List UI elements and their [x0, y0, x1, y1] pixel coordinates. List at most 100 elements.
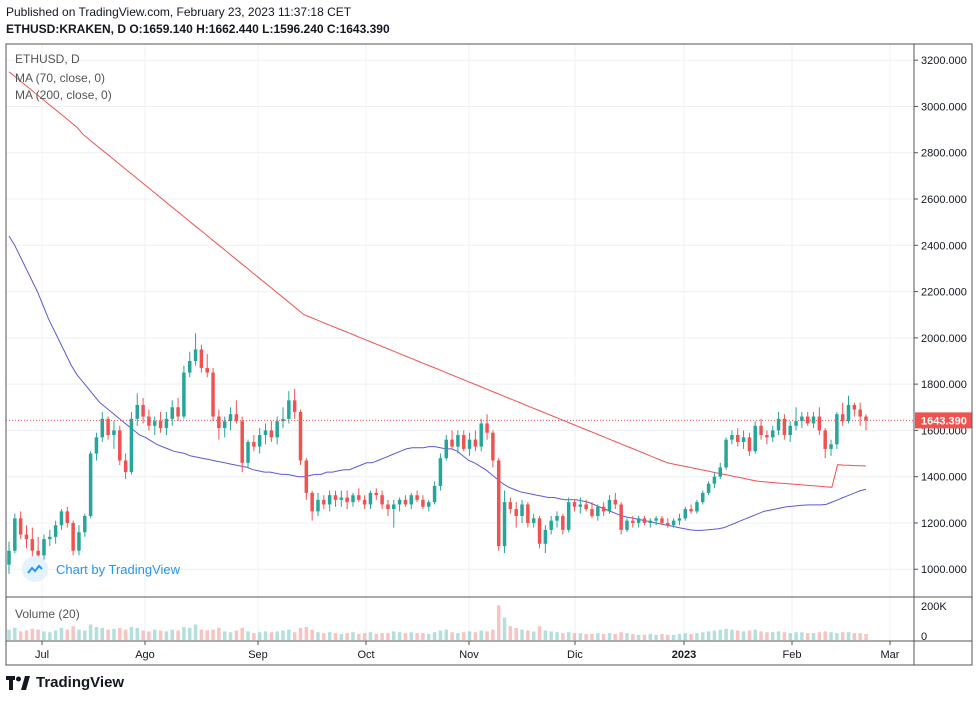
candle-body — [141, 404, 145, 417]
volume-bar — [386, 633, 390, 640]
volume-bar — [351, 632, 355, 640]
candle-body — [170, 407, 174, 419]
candle-body — [252, 441, 256, 447]
candle-body — [625, 520, 629, 530]
volume-bar — [683, 633, 688, 640]
volume-bar — [817, 632, 822, 640]
volume-bar — [246, 631, 250, 640]
candle-body — [846, 404, 851, 422]
legend-ma70[interactable]: MA (70, close, 0) — [15, 71, 106, 85]
candle-body — [53, 525, 58, 537]
volume-bar — [537, 626, 542, 640]
volume-bar — [42, 631, 46, 640]
volume-bar — [48, 632, 52, 640]
candle-body — [782, 418, 787, 436]
candle-body — [42, 539, 46, 556]
price-tick-label: 2600.000 — [921, 194, 967, 206]
volume-bar — [100, 627, 105, 640]
candle-body — [642, 518, 647, 523]
candle-body — [613, 499, 618, 505]
volume-bar — [794, 632, 798, 640]
volume-bars — [7, 605, 868, 640]
volume-bar — [415, 633, 419, 640]
candle-body — [561, 516, 565, 530]
candle-body — [619, 504, 623, 530]
legend-symbol: ETHUSD, D — [15, 52, 80, 66]
close-value: 1643.390 — [339, 22, 390, 36]
candle-body — [281, 418, 285, 422]
candle-body — [152, 421, 157, 426]
candle-body — [444, 439, 448, 459]
high-label: H: — [196, 22, 209, 36]
candle-body — [695, 502, 699, 512]
legend-volume[interactable]: Volume (20) — [15, 607, 80, 621]
volume-bar — [193, 624, 198, 640]
open-label: O: — [129, 22, 143, 36]
candle-body — [263, 430, 268, 436]
footer-brand[interactable]: TradingView — [6, 674, 124, 691]
volume-bar — [584, 633, 588, 640]
chart-frame: 1643.390 — [5, 43, 973, 666]
volume-bar — [520, 629, 524, 640]
volume-bar — [765, 632, 769, 640]
volume-bar — [840, 632, 845, 640]
volume-bar — [689, 633, 693, 640]
candle-body — [217, 416, 221, 429]
volume-bar — [805, 633, 810, 640]
volume-bar — [735, 630, 740, 640]
volume-bar — [71, 626, 75, 640]
volume-bar — [65, 629, 70, 640]
legend-ma200[interactable]: MA (200, close, 0) — [15, 88, 112, 102]
candle-body — [193, 349, 198, 361]
candle-body — [199, 349, 204, 368]
candle-body — [351, 495, 355, 503]
time-tick-label: Dic — [567, 649, 583, 661]
ma70-line — [8, 235, 867, 531]
candle-body — [234, 414, 239, 422]
candle-body — [112, 430, 116, 436]
candle-body — [409, 495, 414, 505]
candle-body — [292, 400, 297, 412]
tradingview-watermark[interactable]: Chart by TradingView — [22, 556, 180, 582]
symbol-label: ETHUSD:KRAKEN, D — [6, 22, 126, 36]
volume-bar — [327, 632, 332, 640]
volume-bar — [304, 627, 309, 640]
volume-bar — [741, 631, 746, 640]
volume-bar — [112, 628, 116, 640]
volume-bar — [147, 631, 151, 640]
volume-bar — [187, 627, 192, 640]
candle-body — [36, 550, 40, 556]
candle-body — [287, 400, 291, 419]
watermark-text: Chart by TradingView — [56, 561, 181, 577]
volume-bar — [152, 629, 157, 640]
candle-body — [129, 418, 134, 473]
candle-body — [829, 444, 833, 449]
candle-body — [357, 495, 361, 500]
volume-bar — [13, 627, 17, 640]
volume-bar — [788, 633, 792, 640]
candle-body — [392, 504, 396, 510]
time-tick-label: Jul — [35, 649, 49, 661]
volume-bar — [362, 633, 367, 640]
candle-body — [864, 416, 868, 421]
tradingview-logo-icon — [6, 675, 30, 690]
candle-body — [496, 460, 501, 547]
candle-body — [747, 437, 752, 452]
volume-bar — [287, 629, 291, 640]
candle-body — [211, 372, 215, 417]
candle-body — [7, 550, 11, 565]
volume-bar — [36, 629, 40, 640]
volume-bar — [467, 631, 472, 640]
volume-bar — [706, 631, 711, 640]
candle-body — [322, 499, 326, 505]
price-tick-label: 3200.000 — [921, 55, 967, 67]
candle-body — [147, 416, 151, 426]
candle-body — [275, 421, 279, 438]
volume-bar — [240, 627, 244, 640]
candle-body — [100, 418, 105, 438]
volume-bar — [199, 629, 204, 640]
volume-bar — [572, 633, 577, 640]
candle-body — [794, 421, 798, 426]
volume-bar — [368, 632, 373, 640]
